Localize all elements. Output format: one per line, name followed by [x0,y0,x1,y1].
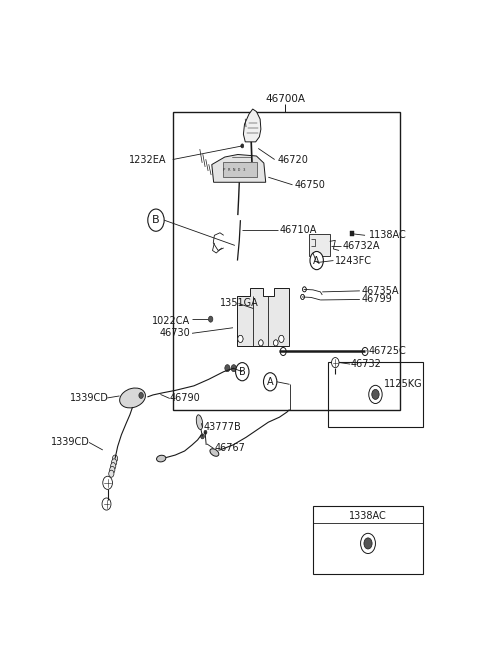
Polygon shape [309,234,330,255]
Text: 46767: 46767 [215,443,245,453]
Circle shape [279,335,284,342]
Text: 46725C: 46725C [369,346,407,356]
Text: 46790: 46790 [170,394,201,403]
Circle shape [225,365,230,372]
Circle shape [360,533,375,554]
Circle shape [369,385,382,403]
Circle shape [236,363,249,380]
Ellipse shape [156,455,166,462]
Text: 46730: 46730 [159,328,190,338]
Circle shape [204,430,207,434]
Polygon shape [243,109,261,142]
Ellipse shape [120,388,145,408]
Text: 1339CD: 1339CD [51,438,90,447]
Polygon shape [237,289,289,346]
Ellipse shape [196,415,203,430]
Circle shape [310,251,324,270]
Circle shape [364,538,372,549]
Text: 46732A: 46732A [343,241,380,251]
Text: 46700A: 46700A [265,94,305,104]
Text: 46750: 46750 [294,180,325,190]
Text: A: A [267,377,274,387]
Circle shape [208,316,213,322]
Text: 43777B: 43777B [203,422,241,432]
Circle shape [302,287,306,292]
Text: 46710A: 46710A [279,225,317,236]
Circle shape [259,340,263,346]
Text: 1243FC: 1243FC [335,256,372,266]
Circle shape [110,462,116,470]
Text: 1022CA: 1022CA [152,316,190,326]
Text: 1338AC: 1338AC [349,510,387,521]
Text: A: A [313,256,320,266]
Text: 46720: 46720 [277,155,309,165]
Circle shape [259,340,263,346]
Circle shape [112,455,118,462]
Circle shape [241,144,244,148]
Circle shape [201,434,204,439]
Text: B: B [152,215,160,225]
Circle shape [102,498,111,510]
Text: 1351GA: 1351GA [220,298,259,308]
Circle shape [238,335,243,342]
Circle shape [300,295,304,299]
Text: 1125KG: 1125KG [384,379,422,389]
Circle shape [279,335,284,342]
Circle shape [103,476,112,489]
Circle shape [311,260,315,265]
Circle shape [274,340,278,346]
Polygon shape [223,162,257,177]
Text: 1339CD: 1339CD [70,393,108,403]
Ellipse shape [210,449,219,457]
Circle shape [264,373,277,391]
Circle shape [238,335,243,342]
Text: 46735A: 46735A [361,286,399,296]
Polygon shape [350,232,354,236]
Text: 1138AC: 1138AC [369,230,407,240]
Circle shape [111,459,117,466]
Text: 1232EA: 1232EA [129,155,166,165]
Circle shape [139,392,144,398]
Text: B: B [239,367,246,377]
Circle shape [372,390,379,400]
Circle shape [231,365,236,372]
Circle shape [362,348,368,356]
Circle shape [109,466,115,474]
Text: 46799: 46799 [361,295,392,304]
Circle shape [148,209,164,232]
Circle shape [280,348,286,356]
Circle shape [274,340,278,346]
Circle shape [109,470,114,478]
Polygon shape [212,155,266,182]
Text: 46732: 46732 [350,359,381,369]
Text: P R N D 3: P R N D 3 [223,168,245,172]
Circle shape [332,358,339,367]
